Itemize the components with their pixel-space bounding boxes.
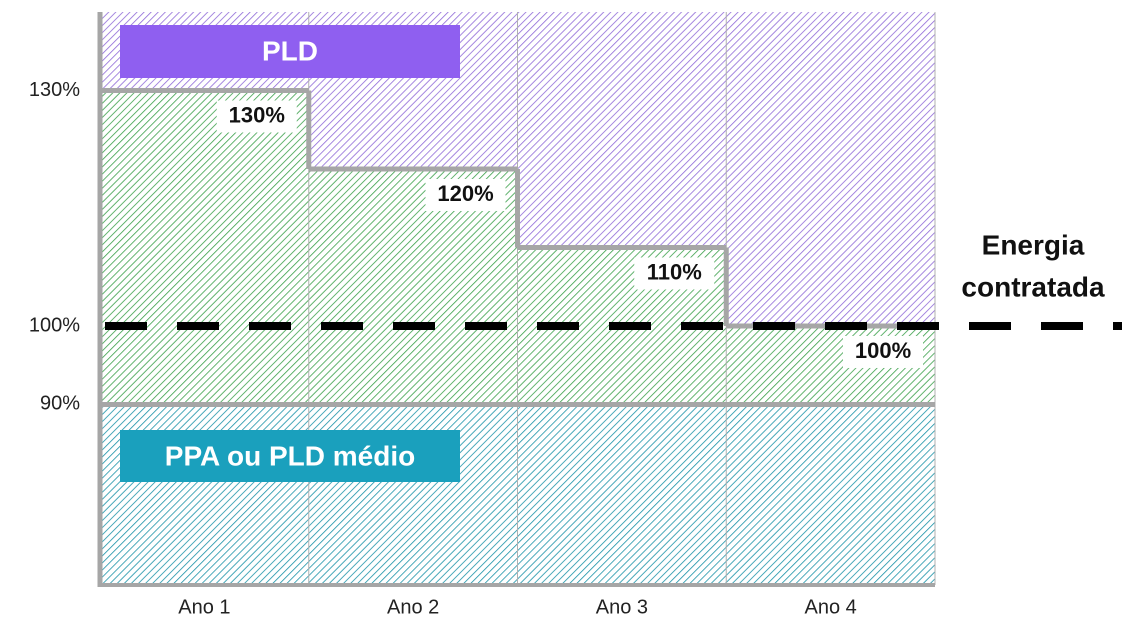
y-tick-label: 90% — [40, 393, 80, 415]
value-label: 110% — [647, 259, 702, 284]
value-label-bg — [425, 178, 506, 211]
y-tick-label: 100% — [29, 314, 80, 336]
x-tick-label: Ano 3 — [596, 596, 648, 618]
annotation: contratada — [961, 271, 1105, 302]
upper-label: PLD — [262, 35, 318, 66]
x-tick-label: Ano 1 — [178, 596, 230, 618]
value-label: 120% — [437, 181, 493, 206]
value-label-bg — [634, 257, 715, 290]
upper-label-box — [120, 25, 460, 78]
step-area — [100, 90, 309, 405]
x-tick-label: Ano 4 — [804, 596, 856, 618]
lower-label: PPA ou PLD médio — [165, 440, 415, 471]
annotation: Energia — [982, 229, 1085, 260]
value-label-bg — [216, 100, 297, 133]
value-label-bg — [843, 335, 923, 368]
lower-label-box — [120, 430, 460, 482]
x-tick-label: Ano 2 — [387, 596, 439, 618]
value-label: 100% — [855, 338, 911, 363]
y-tick-label: 130% — [29, 79, 80, 101]
value-label: 130% — [229, 102, 285, 127]
